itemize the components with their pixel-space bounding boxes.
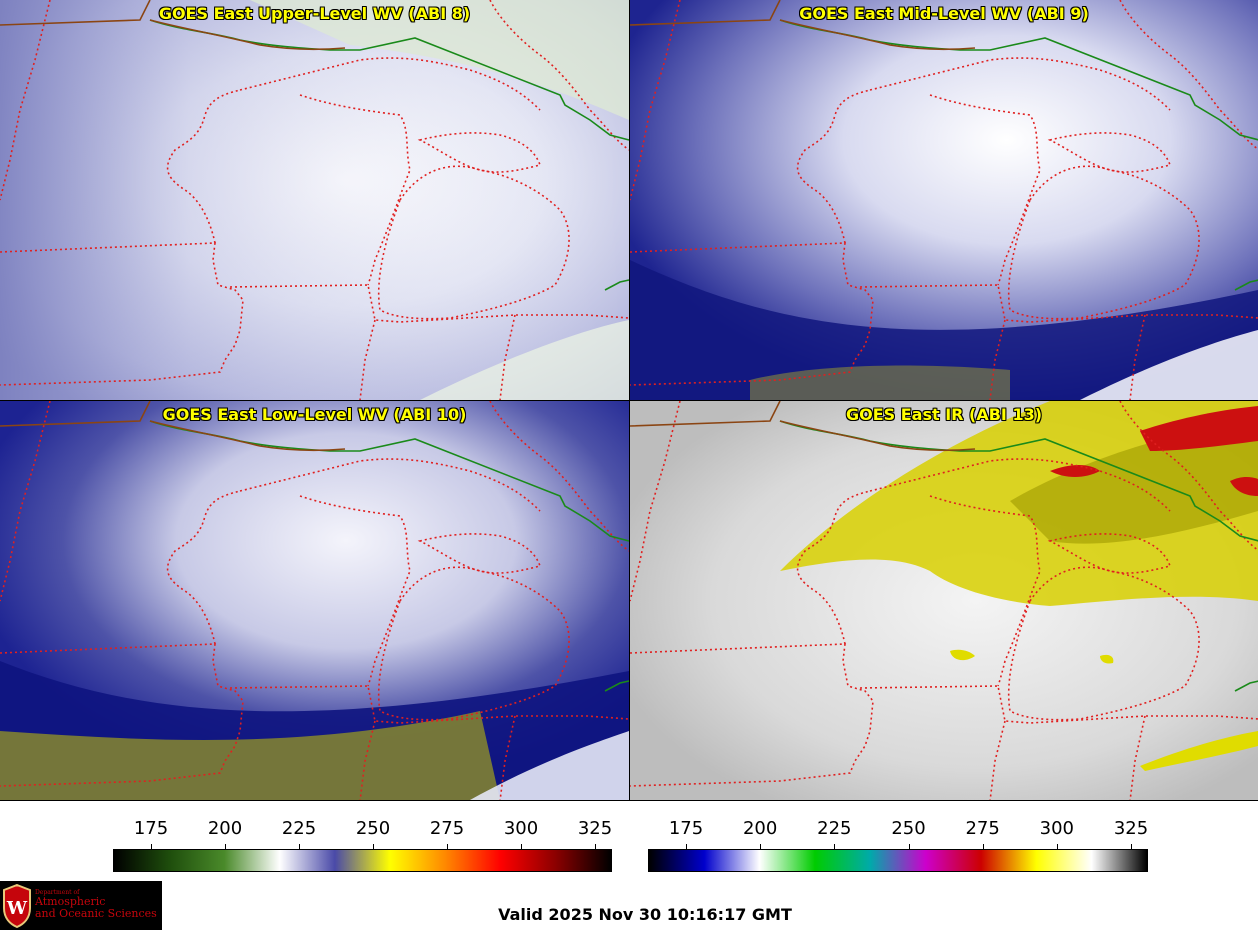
- panel-title: GOES East Low-Level WV (ABI 10): [162, 405, 467, 424]
- colorbar-tick: [908, 844, 910, 849]
- colorbar-tick-label: 175: [133, 818, 169, 839]
- colorbar-tick: [447, 844, 448, 849]
- logo-line2: Atmospheric: [35, 895, 106, 908]
- colorbar-tick-label: 275: [965, 818, 1000, 839]
- colorbar-tick: [373, 844, 374, 849]
- colorbar-tick-label: 250: [355, 818, 391, 839]
- colorbar-tick-label: 325: [1113, 818, 1149, 839]
- colorbar-tick-label: 250: [891, 818, 926, 839]
- colorbar-tick: [686, 844, 687, 849]
- colorbar-tick-label: 200: [207, 818, 243, 839]
- colorbar-tick-label: 300: [1039, 818, 1075, 839]
- valid-time: Valid 2025 Nov 30 10:16:17 GMT: [498, 905, 792, 924]
- panel-title: GOES East Mid-Level WV (ABI 9): [799, 4, 1089, 23]
- upper-level-wv-image: [0, 0, 629, 400]
- colorbar-tick-label: 325: [577, 818, 613, 839]
- panel-title: GOES East Upper-Level WV (ABI 8): [158, 4, 471, 23]
- colorbar-tick-label: 200: [742, 818, 778, 839]
- ir-image: [630, 401, 1258, 800]
- colorbar-tick: [1056, 844, 1058, 849]
- uw-crest-icon: W: [3, 884, 31, 928]
- colorbar-tick: [299, 844, 300, 849]
- colorbar-tick: [521, 844, 522, 849]
- colorbar-tick: [834, 844, 836, 849]
- colorbar-tick: [595, 844, 596, 849]
- colorbar-tick: [151, 844, 152, 849]
- colorbar-tick-label: 225: [281, 818, 317, 839]
- colorbar-tick: [982, 844, 984, 849]
- svg-text:W: W: [6, 898, 28, 919]
- horizontal-divider: [0, 400, 1258, 401]
- low-level-wv-image: [0, 401, 629, 800]
- colorbar-tick-label: 175: [668, 818, 704, 839]
- colorbar-tick: [1131, 844, 1132, 849]
- mid-level-wv-panel: GOES East Mid-Level WV (ABI 9): [630, 0, 1258, 400]
- ir-panel: GOES East IR (ABI 13): [630, 401, 1258, 800]
- upper-level-wv-panel: GOES East Upper-Level WV (ABI 8): [0, 0, 629, 400]
- colorbar-tick: [225, 844, 226, 849]
- ir-colorbar-gradient: [648, 849, 1148, 872]
- colorbar-tick-label: 300: [503, 818, 539, 839]
- colorbar-tick: [760, 844, 762, 849]
- panel-title: GOES East IR (ABI 13): [845, 405, 1043, 424]
- colorbar-tick-label: 275: [429, 818, 465, 839]
- bottom-divider: [0, 800, 1258, 801]
- logo-line1: Department of: [35, 889, 80, 896]
- wv-colorbar-gradient: [113, 849, 612, 872]
- colorbar-tick-label: 225: [817, 818, 852, 839]
- logo-line3: and Oceanic Sciences: [35, 907, 157, 920]
- mid-level-wv-image: [630, 0, 1258, 400]
- low-level-wv-panel: GOES East Low-Level WV (ABI 10): [0, 401, 629, 800]
- aos-logo: W Department of Atmospheric and Oceanic …: [0, 881, 162, 930]
